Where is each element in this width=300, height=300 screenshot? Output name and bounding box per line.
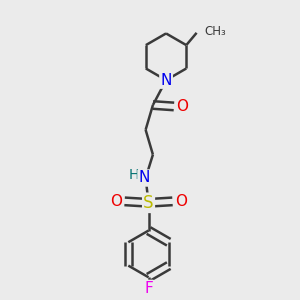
Text: O: O	[110, 194, 122, 209]
Text: N: N	[160, 73, 172, 88]
Text: F: F	[144, 281, 153, 296]
Text: O: O	[175, 194, 187, 209]
Text: S: S	[143, 194, 154, 212]
Text: CH₃: CH₃	[205, 25, 226, 38]
Text: H: H	[128, 168, 139, 182]
Text: O: O	[176, 99, 188, 114]
Text: N: N	[139, 170, 150, 185]
